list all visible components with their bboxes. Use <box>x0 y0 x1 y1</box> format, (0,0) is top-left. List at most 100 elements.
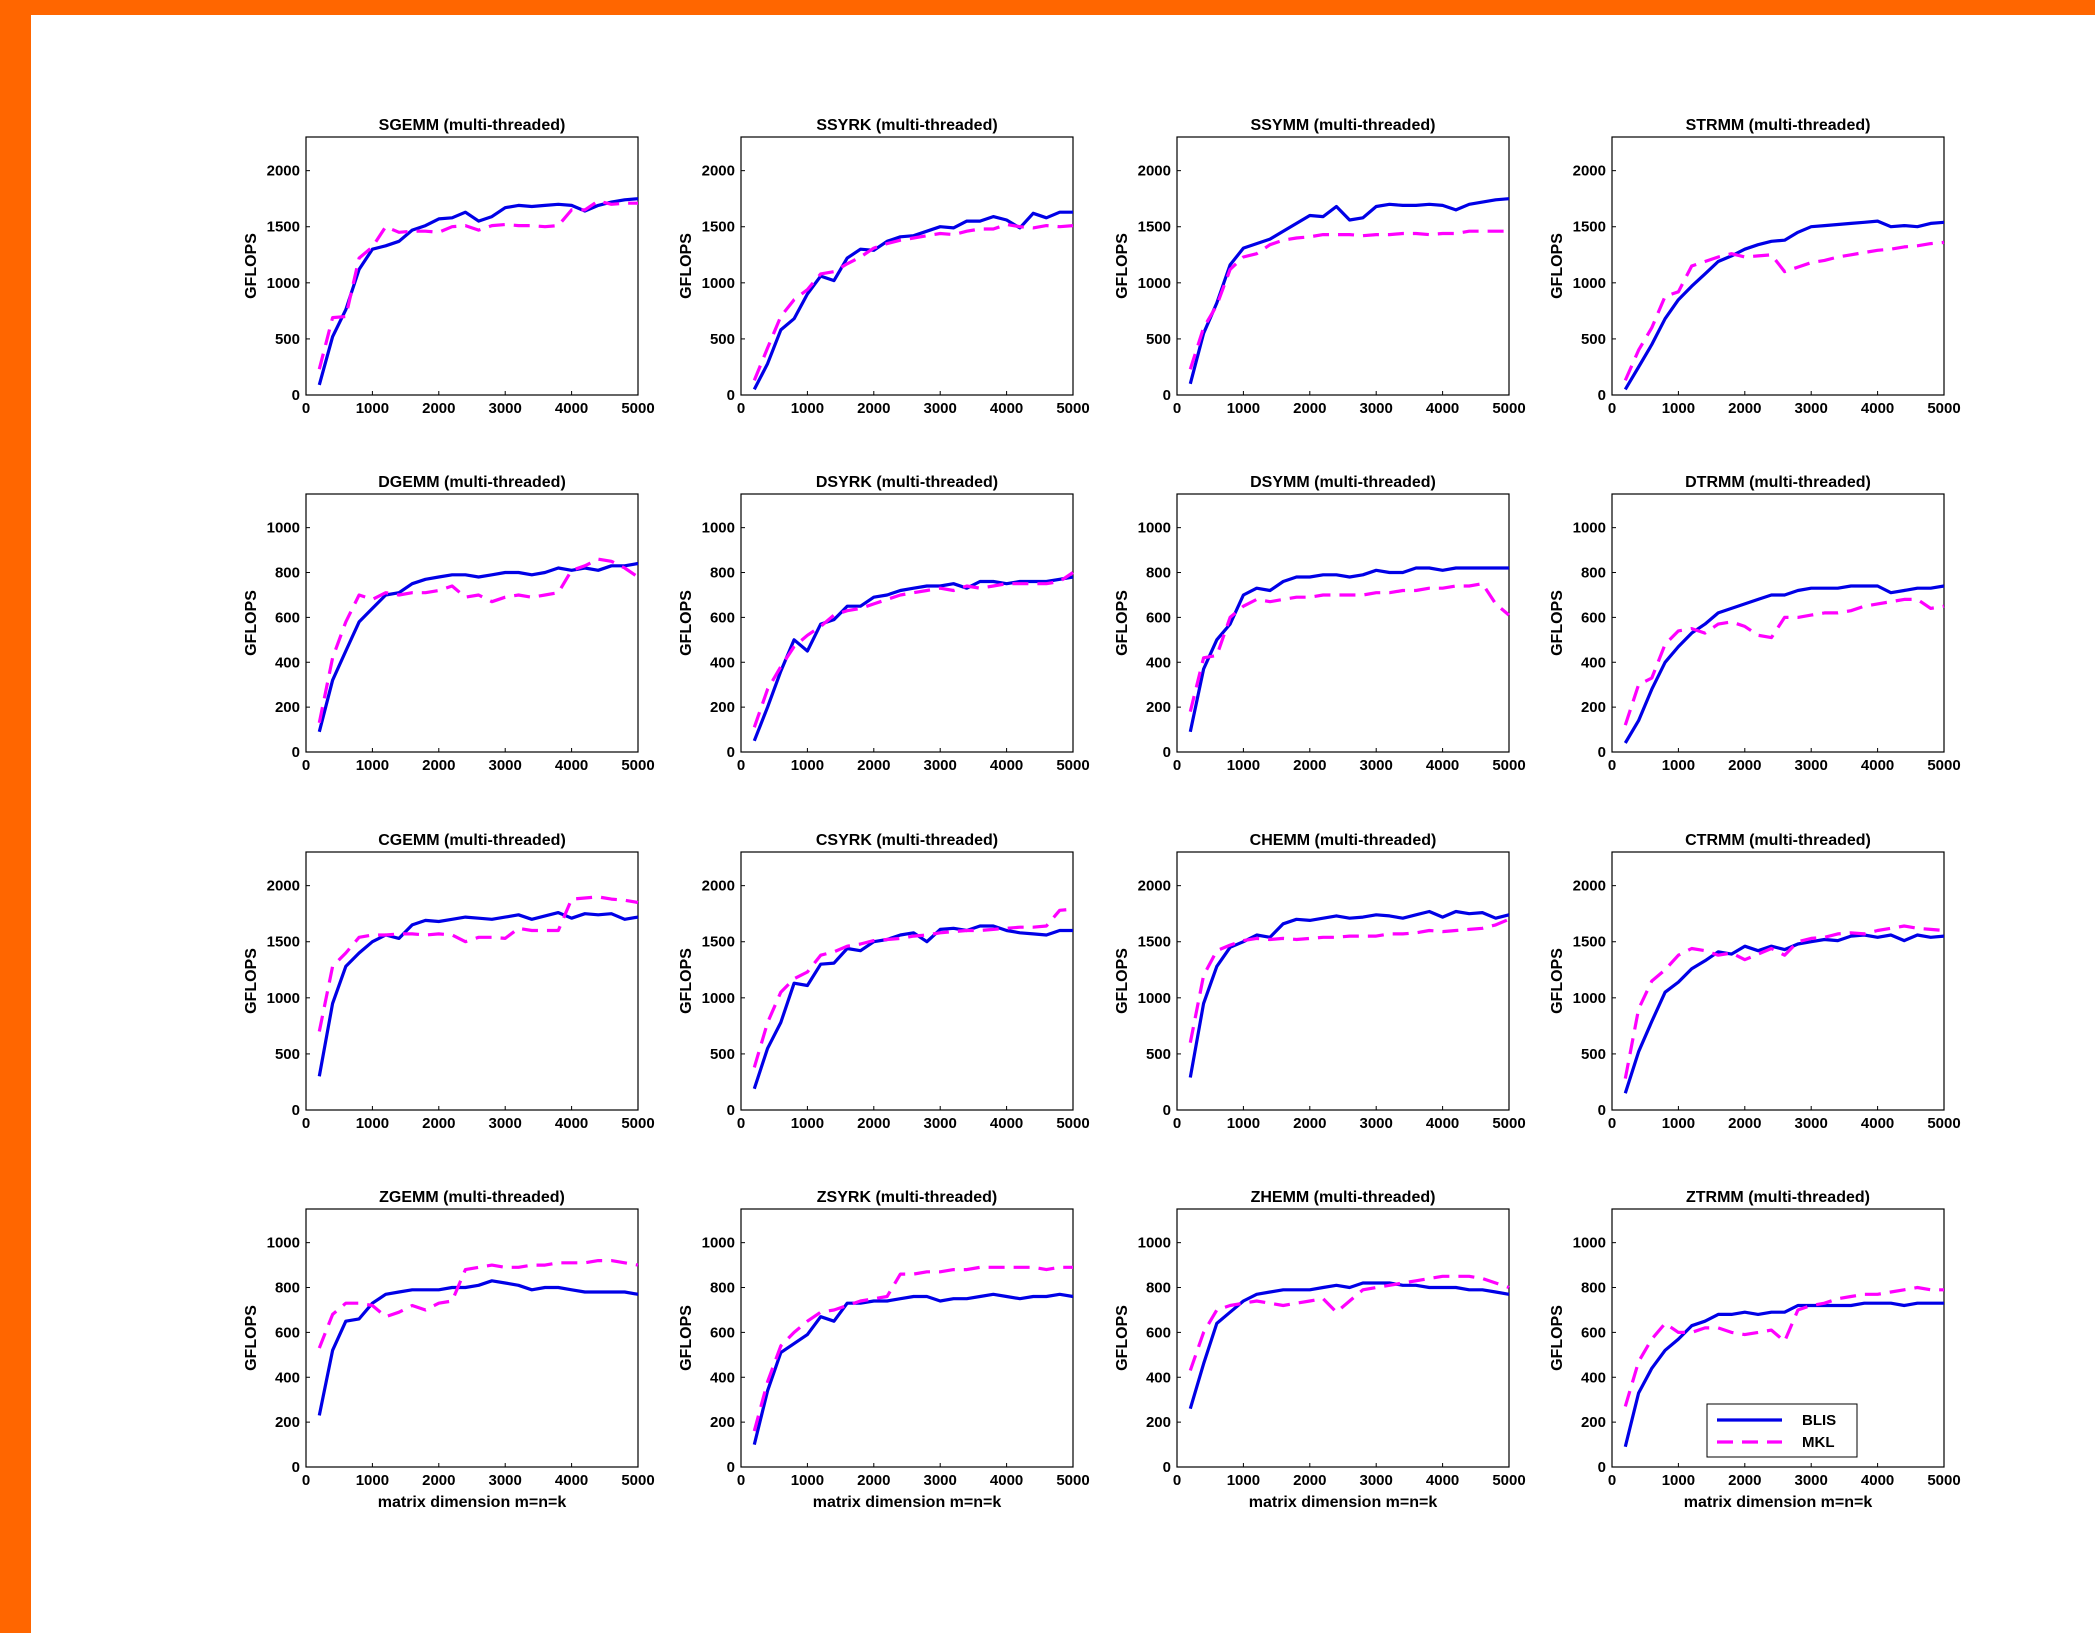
y-tick-label: 0 <box>292 387 300 404</box>
x-tick-label: 4000 <box>990 400 1023 417</box>
x-tick-label: 1000 <box>791 400 824 417</box>
x-tick-label: 3000 <box>1360 1115 1393 1132</box>
series-line-blis <box>752 1292 1074 1445</box>
y-tick-label: 400 <box>1581 654 1606 671</box>
y-tick-label: 500 <box>1581 331 1606 348</box>
x-tick-label: 1000 <box>1227 1472 1260 1489</box>
y-tick-label: 1000 <box>702 1235 735 1252</box>
x-tick-label: 4000 <box>1426 757 1459 774</box>
y-tick-label: 1000 <box>1573 1235 1606 1252</box>
y-tick-label: 400 <box>710 654 735 671</box>
y-tick-label: 0 <box>1163 744 1171 761</box>
x-tick-label: 0 <box>1173 757 1181 774</box>
x-tick-label: 4000 <box>990 1472 1023 1489</box>
y-tick-label: 0 <box>1598 1459 1606 1476</box>
chart-title: ZSYRK (multi-threaded) <box>817 1189 997 1206</box>
y-tick-label: 0 <box>727 387 735 404</box>
y-tick-label: 1000 <box>702 990 735 1007</box>
x-tick-label: 2000 <box>422 400 455 417</box>
x-tick-label: 3000 <box>489 1472 522 1489</box>
y-tick-label: 500 <box>275 331 300 348</box>
x-tick-label: 3000 <box>924 1472 957 1489</box>
y-tick-label: 400 <box>1146 1369 1171 1386</box>
y-tick-label: 1000 <box>267 520 300 537</box>
plot-frame <box>305 1208 639 1468</box>
plot-frame <box>305 136 639 396</box>
y-axis-label: GFLOPS <box>678 1305 695 1371</box>
plot-frame <box>1176 1208 1510 1468</box>
y-tick-label: 200 <box>1581 699 1606 716</box>
series-line-mkl <box>317 1258 639 1349</box>
x-tick-label: 5000 <box>1927 1472 1960 1489</box>
y-tick-label: 800 <box>1581 565 1606 582</box>
series-line-mkl <box>1188 1274 1510 1372</box>
chart-title: ZHEMM (multi-threaded) <box>1251 1189 1436 1206</box>
y-tick-label: 400 <box>710 1369 735 1386</box>
series-line-blis <box>1188 1281 1510 1410</box>
chart-title: SSYRK (multi-threaded) <box>816 117 997 134</box>
plot-frame <box>740 1208 1074 1468</box>
chart-title: DSYMM (multi-threaded) <box>1250 474 1436 491</box>
x-tick-label: 3000 <box>924 757 957 774</box>
x-tick-label: 3000 <box>489 400 522 417</box>
x-tick-label: 1000 <box>356 1472 389 1489</box>
legend-label-blis: BLIS <box>1802 1412 1836 1429</box>
legend-label-mkl: MKL <box>1802 1434 1835 1451</box>
x-tick-label: 4000 <box>555 1472 588 1489</box>
x-tick-label: 5000 <box>1056 400 1089 417</box>
y-tick-label: 1000 <box>267 275 300 292</box>
x-tick-label: 2000 <box>1293 757 1326 774</box>
x-tick-label: 5000 <box>621 757 654 774</box>
x-axis-label: matrix dimension m=n=k <box>1684 1494 1873 1511</box>
y-axis-label: GFLOPS <box>678 948 695 1014</box>
chart-title: CTRMM (multi-threaded) <box>1685 832 1871 849</box>
x-tick-label: 1000 <box>1662 757 1695 774</box>
y-tick-label: 1500 <box>702 219 735 236</box>
frame-left-bar <box>0 0 31 1633</box>
y-tick-label: 2000 <box>1573 878 1606 895</box>
y-tick-label: 600 <box>1581 609 1606 626</box>
y-tick-label: 400 <box>275 1369 300 1386</box>
y-tick-label: 1500 <box>1138 219 1171 236</box>
series-line-mkl <box>317 199 638 370</box>
y-tick-label: 1500 <box>267 934 300 951</box>
x-tick-label: 1000 <box>1662 400 1695 417</box>
x-tick-label: 2000 <box>1293 1472 1326 1489</box>
x-tick-label: 5000 <box>1492 400 1525 417</box>
y-tick-label: 1000 <box>702 520 735 537</box>
x-tick-label: 3000 <box>924 1115 957 1132</box>
x-tick-label: 3000 <box>1795 1472 1828 1489</box>
x-tick-label: 1000 <box>1227 1115 1260 1132</box>
series-line-mkl <box>1623 597 1945 726</box>
chart-panel-4: DGEMM (multi-threaded)0 1000 2000 3000 4000 5… <box>243 474 655 774</box>
x-tick-label: 3000 <box>1360 1472 1393 1489</box>
chart-title: CGEMM (multi-threaded) <box>378 832 566 849</box>
chart-panel-3: STRMM (multi-threaded) 0 1000 2000 3000 4000 5… <box>1549 117 1961 417</box>
y-tick-label: 1500 <box>702 934 735 951</box>
x-tick-label: 0 <box>302 1472 310 1489</box>
series-line-blis <box>1623 584 1945 744</box>
x-tick-label: 2000 <box>1728 1115 1761 1132</box>
series-line-blis <box>1623 933 1945 1094</box>
plot-frame <box>1176 136 1510 396</box>
chart-panel-7: DTRMM (multi-threaded)0 1000 2000 3000 4000 5… <box>1549 474 1961 774</box>
plot-frame <box>1176 851 1510 1111</box>
plot-frame <box>740 851 1074 1111</box>
y-tick-label: 1000 <box>1138 1235 1171 1252</box>
legend: BLIS MKL <box>1706 1403 1858 1458</box>
x-tick-label: 1000 <box>356 1115 389 1132</box>
y-tick-label: 400 <box>1146 654 1171 671</box>
x-tick-label: 0 <box>737 1115 745 1132</box>
series-line-mkl <box>1623 1285 1944 1407</box>
chart-panel-11: CTRMM (multi-threaded) 0 1000 2000 3000 4000 5… <box>1549 832 1961 1132</box>
x-tick-label: 5000 <box>621 1472 654 1489</box>
y-tick-label: 1000 <box>1573 990 1606 1007</box>
y-tick-label: 600 <box>1146 1324 1171 1341</box>
chart-title: CHEMM (multi-threaded) <box>1250 832 1437 849</box>
x-tick-label: 2000 <box>1728 757 1761 774</box>
plot-frame <box>305 493 639 753</box>
y-axis-label: GFLOPS <box>1114 948 1131 1014</box>
x-tick-label: 2000 <box>857 400 890 417</box>
x-tick-label: 3000 <box>1795 757 1828 774</box>
